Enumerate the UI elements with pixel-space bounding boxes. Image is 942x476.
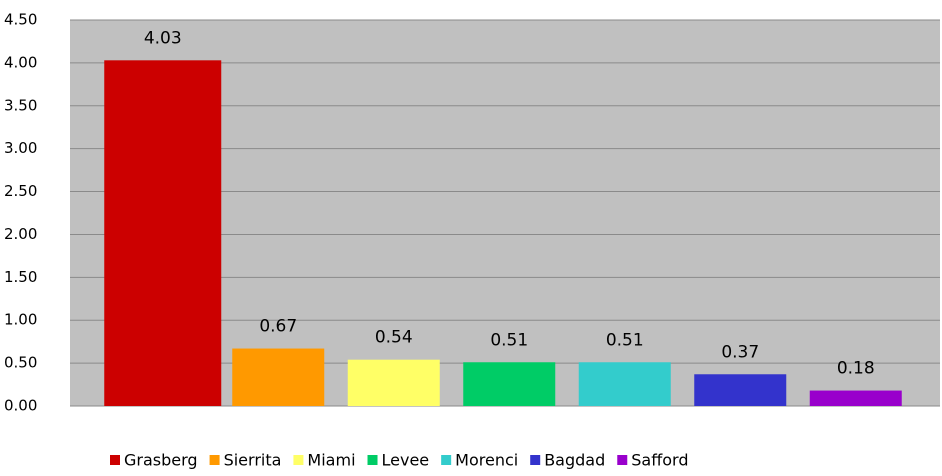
y-tick-label: 3.50 [4,96,37,114]
bar [694,374,787,406]
data-label: 0.37 [721,342,759,362]
y-tick-label: 4.50 [4,11,37,29]
legend-label: Bagdad [544,451,605,470]
data-label: 0.51 [606,330,644,350]
data-label: 0.18 [837,359,875,379]
legend-label: Safford [631,451,688,470]
legend-label: Levee [382,451,430,470]
y-tick-label: 4.00 [4,53,37,71]
data-label: 0.51 [490,330,528,350]
bar [104,60,222,407]
y-tick-label: 2.00 [4,225,37,243]
bar [578,362,671,406]
data-label: 0.67 [259,317,297,337]
y-tick-label: 0.50 [4,354,37,372]
bar [347,359,440,406]
legend-swatch [209,455,220,465]
legend-label: Grasberg [124,451,198,470]
legend-swatch [441,455,452,465]
legend-swatch [367,455,378,465]
bar [463,362,556,406]
y-tick-label: 3.00 [4,139,37,157]
legend-swatch [110,455,120,465]
bar [809,390,902,406]
bar [232,348,325,406]
y-tick-label: 0.00 [4,397,37,415]
data-label: 0.54 [375,328,413,348]
y-tick-label: 1.50 [4,268,37,286]
legend-swatch [293,455,304,465]
data-label: 4.03 [144,28,182,48]
y-tick-label: 1.00 [4,311,37,329]
legend-label: Morenci [455,451,518,470]
legend-swatch [530,455,541,465]
legend-label: Sierrita [224,451,282,470]
y-tick-label: 2.50 [4,182,37,200]
legend-label: Miami [307,451,355,470]
legend-swatch [617,455,628,465]
